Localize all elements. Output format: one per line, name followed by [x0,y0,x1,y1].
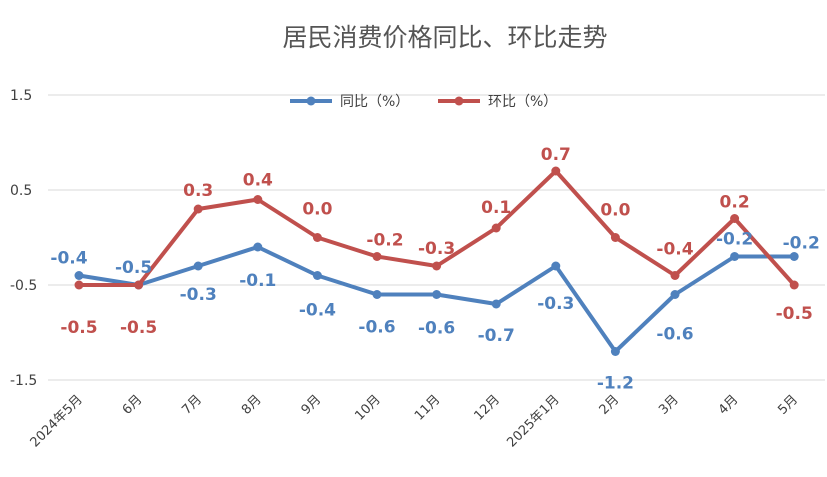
data-label: -0.5 [115,258,152,278]
data-label: -0.4 [50,249,87,269]
data-label: 0.0 [600,201,630,221]
data-point [551,261,561,271]
data-label: 0.0 [302,200,332,220]
data-label: -0.2 [366,231,403,251]
data-label: -1.2 [597,374,634,394]
data-point [551,166,561,176]
data-label: 0.2 [720,193,750,213]
data-point [730,252,740,261]
x-tick-label: 3月 [656,392,682,418]
data-label: -0.6 [418,319,455,339]
data-label: -0.3 [418,239,455,259]
x-axis-ticks: 2024年5月 6月 7月 8月 9月 10月 11月 12月 2025年1月 2月 3月 4月 5月 [28,392,801,450]
x-tick-label: 7月 [179,392,205,418]
data-point [610,233,620,242]
data-label: -0.6 [358,318,395,338]
data-label: -0.3 [537,294,574,314]
data-point [670,290,680,299]
data-point [312,233,322,242]
data-label: -0.1 [239,271,276,291]
data-point [491,299,501,309]
legend-marker [306,96,316,106]
data-label: -0.3 [180,285,217,305]
data-point [193,261,203,271]
x-tick-label: 12月 [472,392,503,423]
data-point [312,271,322,280]
x-tick-label: 8月 [239,392,265,418]
legend-label: 同比（%） [340,94,409,110]
x-tick-label: 2025年1月 [504,392,562,450]
data-labels: -0.4 -0.5 -0.3 -0.1 -0.4 -0.6 -0.6 -0.7 -0.3 -1.2… [50,145,819,394]
y-tick-label: -0.5 [10,278,37,294]
legend-marker [454,96,464,106]
data-point [372,252,382,261]
data-label: -0.5 [120,318,157,338]
data-point [74,271,84,280]
series-lines [74,166,799,356]
x-tick-label: 5月 [775,392,801,418]
data-point [253,195,263,204]
x-tick-label: 9月 [299,392,325,418]
data-point [74,280,84,290]
legend: 同比（%） 环比（%） [290,94,557,110]
data-label: -0.6 [656,325,693,345]
data-label: -0.5 [776,304,813,324]
data-point [253,242,263,252]
x-tick-label: 2月 [597,392,623,418]
data-label: -0.7 [478,326,515,346]
data-label: 0.3 [183,181,213,201]
data-point [432,290,442,299]
y-tick-label: -1.5 [10,373,37,389]
data-label: -0.4 [656,240,693,260]
data-point [730,214,740,223]
data-label: -0.2 [783,234,820,254]
data-label: -0.4 [299,301,336,321]
data-label: -0.5 [60,318,97,338]
data-point [134,280,144,290]
data-label: 0.4 [243,171,273,191]
x-tick-label: 2024年5月 [28,392,86,450]
x-tick-label: 11月 [412,392,443,423]
x-tick-label: 4月 [716,392,742,418]
data-point [372,290,382,299]
data-point [789,252,799,261]
data-point [491,223,501,233]
y-tick-label: 0.5 [10,183,32,199]
chart-title: 居民消费价格同比、环比走势 [282,23,607,52]
data-point [789,280,799,290]
data-point [610,347,620,356]
data-label: -0.2 [716,230,753,250]
legend-label: 环比（%） [488,94,557,110]
y-tick-label: 1.5 [10,88,32,104]
data-label: 0.7 [541,145,571,165]
y-axis-ticks: 1.5 0.5 -0.5 -1.5 [10,88,37,389]
data-point [193,204,203,214]
gridlines [48,94,825,381]
data-label: 0.1 [481,198,511,218]
x-tick-label: 6月 [120,392,146,418]
data-point [432,261,442,271]
x-tick-label: 10月 [352,392,383,423]
data-point [670,271,680,280]
